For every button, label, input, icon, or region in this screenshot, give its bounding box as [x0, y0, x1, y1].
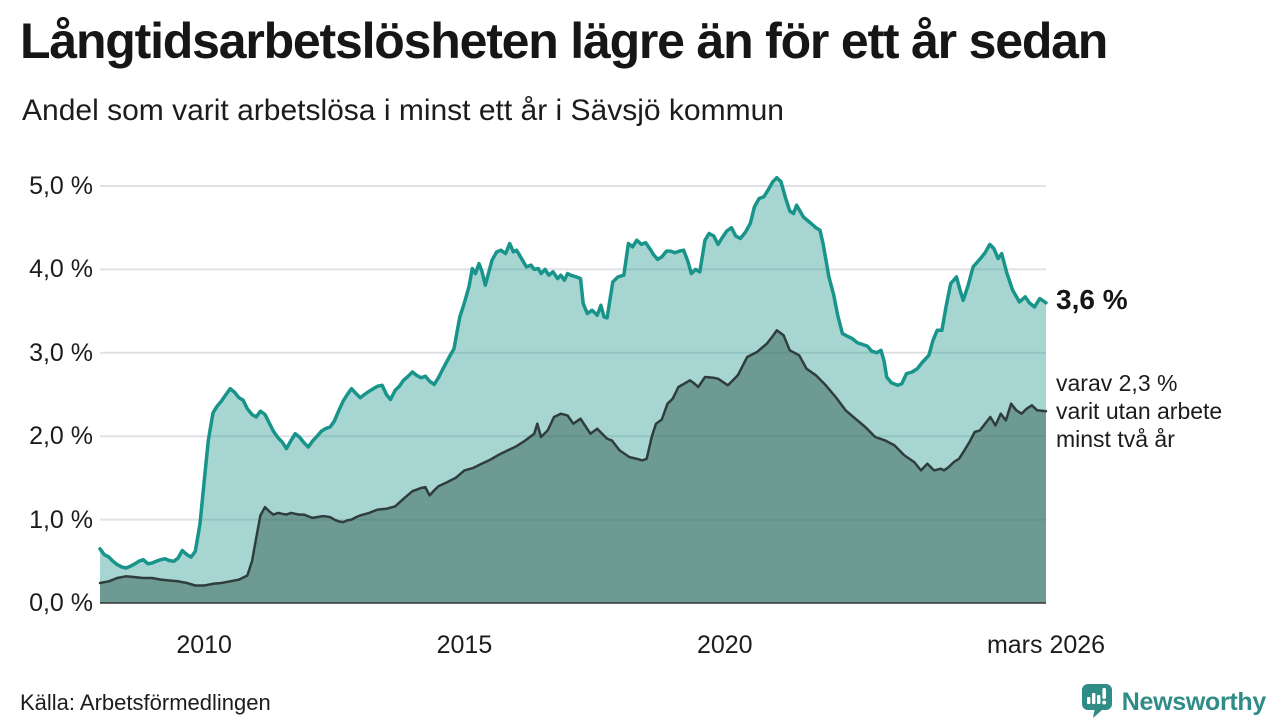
page-title: Långtidsarbetslösheten lägre än för ett … [20, 13, 1108, 69]
y-tick-label: 1,0 % [29, 505, 93, 534]
y-tick-label: 2,0 % [29, 422, 93, 451]
newsworthy-wordmark: Newsworthy [1121, 688, 1267, 716]
value-label-primary: 3,6 % [1056, 284, 1128, 315]
y-tick-label: 3,0 % [29, 338, 93, 367]
x-tick-label: 2020 [696, 631, 753, 659]
x-tick-label: mars 2026 [986, 631, 1106, 659]
line-series-secondary [98, 329, 1048, 587]
newsworthy-logo: Newsworthy [1080, 682, 1266, 723]
source-note: Källa: Arbetsförmedlingen [20, 690, 271, 715]
x-tick-label: 2015 [436, 631, 493, 659]
y-tick-label: 0,0 % [29, 589, 93, 617]
y-tick-label: 4,0 % [29, 255, 93, 284]
x-tick-label: 2010 [176, 631, 232, 659]
line-series-primary [98, 175, 1048, 570]
area-series-secondary [100, 330, 1046, 603]
y-tick-label: 5,0 % [29, 172, 93, 200]
newsworthy-icon [1080, 682, 1114, 723]
annotation-secondary: varav 2,3 % varit utan arbete minst två … [1056, 370, 1223, 452]
page-subtitle: Andel som varit arbetslösa i minst ett å… [22, 94, 784, 127]
